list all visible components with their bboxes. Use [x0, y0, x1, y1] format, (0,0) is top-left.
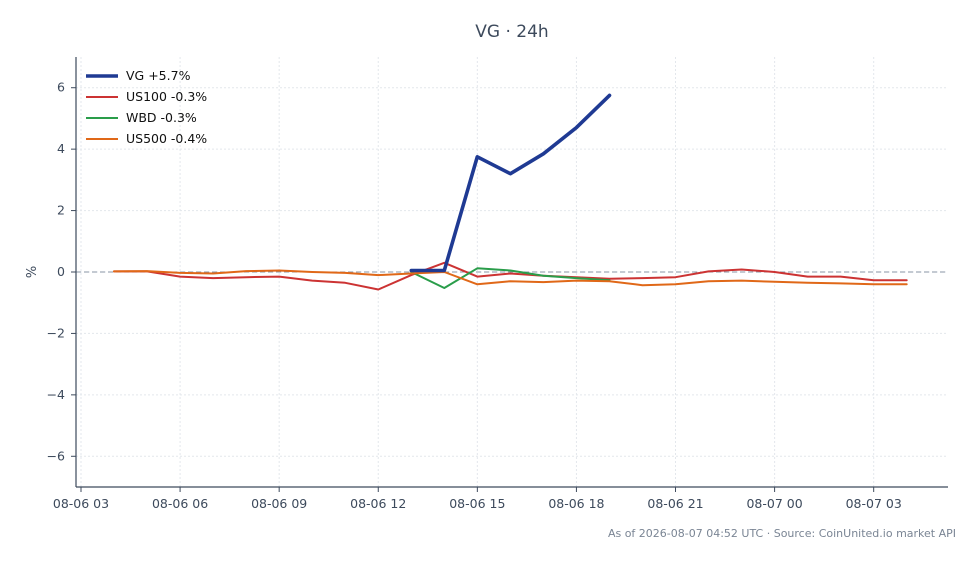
- series-lines: [113, 93, 908, 291]
- series-line-us500: [113, 269, 908, 287]
- x-tick-label: 08-06 18: [548, 496, 604, 511]
- y-tick-label: −2: [47, 325, 65, 340]
- y-tick-label: −6: [47, 448, 65, 463]
- y-axis-label: %: [25, 266, 40, 278]
- series-line-vg: [409, 93, 612, 273]
- series-line-wbd: [410, 267, 611, 289]
- y-tick-label: 4: [57, 141, 65, 156]
- legend-label: VG +5.7%: [126, 68, 191, 83]
- legend-label: US500 -0.4%: [126, 131, 207, 146]
- y-tick-label: 6: [57, 80, 65, 95]
- y-tick-labels: −6 −4 −2 0 2 4 6: [47, 80, 65, 464]
- y-tick-label: −4: [47, 387, 65, 402]
- series-line-us100: [113, 261, 908, 291]
- x-tick-label: 08-06 06: [152, 496, 208, 511]
- x-tick-label: 08-06 03: [53, 496, 109, 511]
- x-tick-label: 08-06 09: [251, 496, 307, 511]
- x-tick-label: 08-06 15: [449, 496, 505, 511]
- y-tick-label: 2: [57, 203, 65, 218]
- y-tick-label: 0: [57, 264, 65, 279]
- legend: VG +5.7% US100 -0.3% WBD -0.3% US500 -0.4%: [86, 68, 207, 146]
- axes: [71, 57, 948, 492]
- x-tick-labels: 08-06 03 08-06 06 08-06 09 08-06 12 08-06 15…: [53, 496, 902, 511]
- legend-label: WBD -0.3%: [126, 110, 197, 125]
- legend-label: US100 -0.3%: [126, 89, 207, 104]
- x-tick-label: 08-07 00: [746, 496, 802, 511]
- x-tick-label: 08-07 03: [846, 496, 902, 511]
- x-tick-label: 08-06 12: [350, 496, 406, 511]
- x-tick-label: 08-06 21: [647, 496, 703, 511]
- footer-source: As of 2026-08-07 04:52 UTC · Source: Coi…: [608, 527, 956, 540]
- chart-title: VG · 24h: [475, 22, 548, 42]
